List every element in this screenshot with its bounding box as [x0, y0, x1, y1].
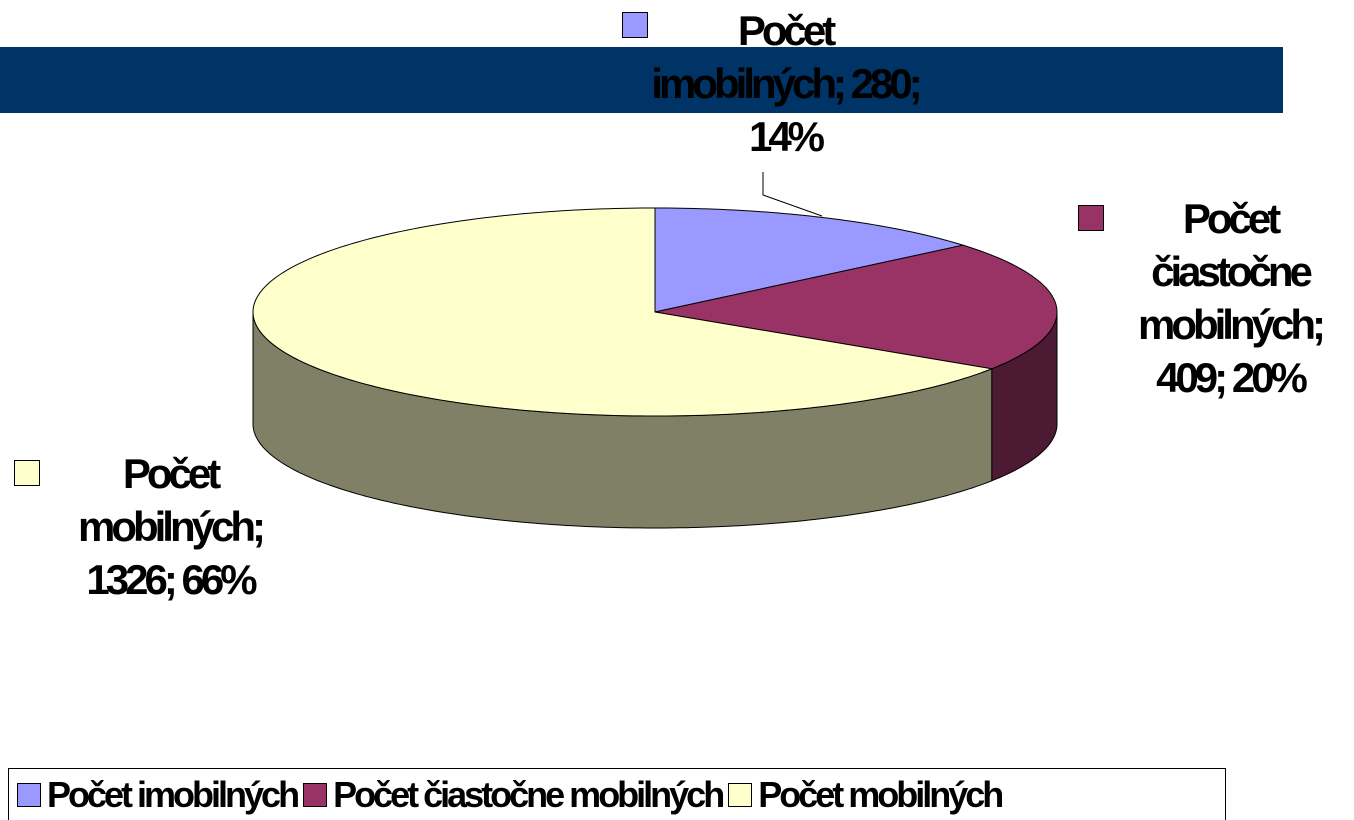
- leader-line: [762, 172, 823, 217]
- pie-slice: [654, 244, 1058, 370]
- label-swatch: [1078, 205, 1104, 231]
- legend-swatch: [728, 782, 753, 807]
- data-label: Počet čiastočne mobilných; 409; 20%: [1137, 195, 1326, 401]
- data-label: Počet mobilných; 1326; 66%: [77, 450, 266, 603]
- legend-label: Počet mobilných: [758, 773, 1004, 815]
- legend-item: Počet mobilných: [728, 773, 1004, 816]
- legend-swatch: [17, 782, 41, 807]
- pie-slice: [252, 207, 994, 417]
- legend: Počet imobilných Počet čiastočne mobilnýc…: [8, 768, 1226, 820]
- legend-label: Počet čiastočne mobilných: [333, 773, 725, 815]
- pie-slice: [654, 207, 966, 313]
- legend-label: Počet imobilných: [47, 773, 300, 815]
- legend-swatch: [303, 782, 328, 807]
- label-swatch: [622, 12, 648, 38]
- label-swatch: [14, 460, 40, 486]
- banner: [0, 47, 1283, 113]
- legend-item: Počet imobilných: [17, 773, 300, 816]
- data-label: Počet imobilných; 280; 14%: [651, 7, 922, 160]
- legend-item: Počet čiastočne mobilných: [303, 773, 725, 816]
